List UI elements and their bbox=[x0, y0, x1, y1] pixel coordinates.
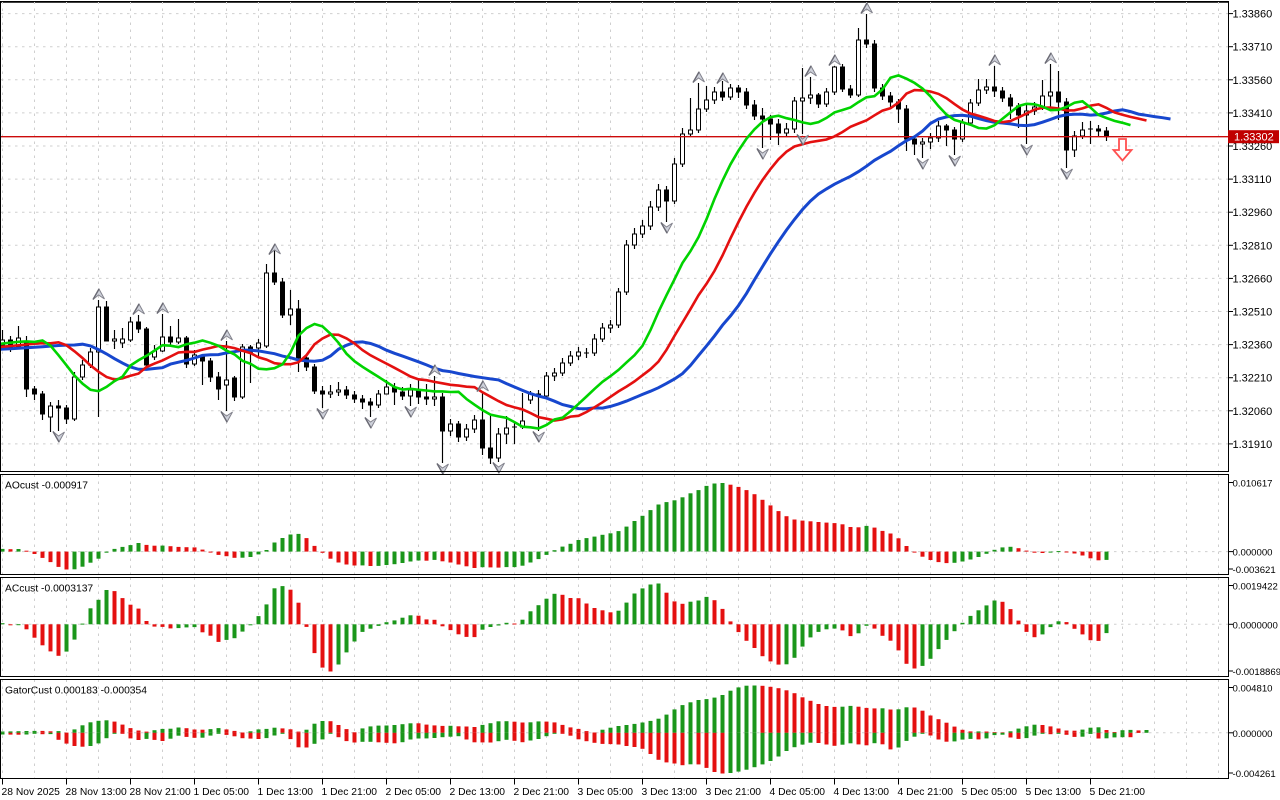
svg-text:4 Dec 13:00: 4 Dec 13:00 bbox=[834, 787, 890, 798]
svg-text:2 Dec 13:00: 2 Dec 13:00 bbox=[450, 787, 506, 798]
svg-text:AOcust -0.000917: AOcust -0.000917 bbox=[5, 480, 88, 491]
svg-text:28 Nov 2025: 28 Nov 2025 bbox=[2, 787, 61, 798]
svg-text:1.33860: 1.33860 bbox=[1233, 9, 1273, 21]
svg-text:0.0000000: 0.0000000 bbox=[1233, 620, 1278, 631]
svg-text:2 Dec 21:00: 2 Dec 21:00 bbox=[514, 787, 570, 798]
svg-text:0.010617: 0.010617 bbox=[1233, 479, 1273, 490]
svg-text:1.33260: 1.33260 bbox=[1233, 141, 1273, 153]
svg-text:1.32060: 1.32060 bbox=[1233, 406, 1273, 418]
svg-text:4 Dec 05:00: 4 Dec 05:00 bbox=[770, 787, 826, 798]
svg-text:0.000000: 0.000000 bbox=[1233, 729, 1273, 740]
svg-text:4 Dec 21:00: 4 Dec 21:00 bbox=[898, 787, 954, 798]
svg-text:-0.004261: -0.004261 bbox=[1233, 769, 1276, 780]
svg-text:1.32210: 1.32210 bbox=[1233, 373, 1273, 385]
svg-text:1.33302: 1.33302 bbox=[1234, 132, 1274, 144]
svg-text:3 Dec 05:00: 3 Dec 05:00 bbox=[578, 787, 634, 798]
svg-text:0.000000: 0.000000 bbox=[1233, 548, 1273, 559]
svg-text:2 Dec 05:00: 2 Dec 05:00 bbox=[386, 787, 442, 798]
svg-text:1.33710: 1.33710 bbox=[1233, 42, 1273, 54]
svg-text:1 Dec 13:00: 1 Dec 13:00 bbox=[258, 787, 314, 798]
svg-text:1 Dec 05:00: 1 Dec 05:00 bbox=[194, 787, 250, 798]
svg-text:1.32360: 1.32360 bbox=[1233, 340, 1273, 352]
svg-text:1 Dec 21:00: 1 Dec 21:00 bbox=[322, 787, 378, 798]
svg-text:0.004810: 0.004810 bbox=[1233, 684, 1273, 695]
svg-text:1.32960: 1.32960 bbox=[1233, 207, 1273, 219]
svg-text:28 Nov 13:00: 28 Nov 13:00 bbox=[66, 787, 128, 798]
svg-text:-0.0018869: -0.0018869 bbox=[1233, 667, 1280, 678]
svg-text:5 Dec 05:00: 5 Dec 05:00 bbox=[962, 787, 1018, 798]
svg-text:3 Dec 13:00: 3 Dec 13:00 bbox=[642, 787, 698, 798]
svg-text:1.32660: 1.32660 bbox=[1233, 273, 1273, 285]
svg-text:0.0019422: 0.0019422 bbox=[1233, 582, 1278, 593]
svg-text:28 Nov 21:00: 28 Nov 21:00 bbox=[130, 787, 192, 798]
svg-text:3 Dec 21:00: 3 Dec 21:00 bbox=[706, 787, 762, 798]
svg-text:1.32810: 1.32810 bbox=[1233, 240, 1273, 252]
svg-text:1.31910: 1.31910 bbox=[1233, 439, 1273, 451]
svg-text:1.33560: 1.33560 bbox=[1233, 75, 1273, 87]
svg-text:5 Dec 21:00: 5 Dec 21:00 bbox=[1090, 787, 1146, 798]
svg-text:GatorCust 0.000183 -0.000354: GatorCust 0.000183 -0.000354 bbox=[5, 685, 147, 696]
svg-text:ACcust -0.0003137: ACcust -0.0003137 bbox=[5, 583, 93, 594]
svg-text:1.33410: 1.33410 bbox=[1233, 108, 1273, 120]
svg-text:5 Dec 13:00: 5 Dec 13:00 bbox=[1026, 787, 1082, 798]
svg-text:1.32510: 1.32510 bbox=[1233, 307, 1273, 319]
svg-text:-0.003621: -0.003621 bbox=[1233, 565, 1276, 576]
svg-text:1.33110: 1.33110 bbox=[1233, 174, 1272, 186]
